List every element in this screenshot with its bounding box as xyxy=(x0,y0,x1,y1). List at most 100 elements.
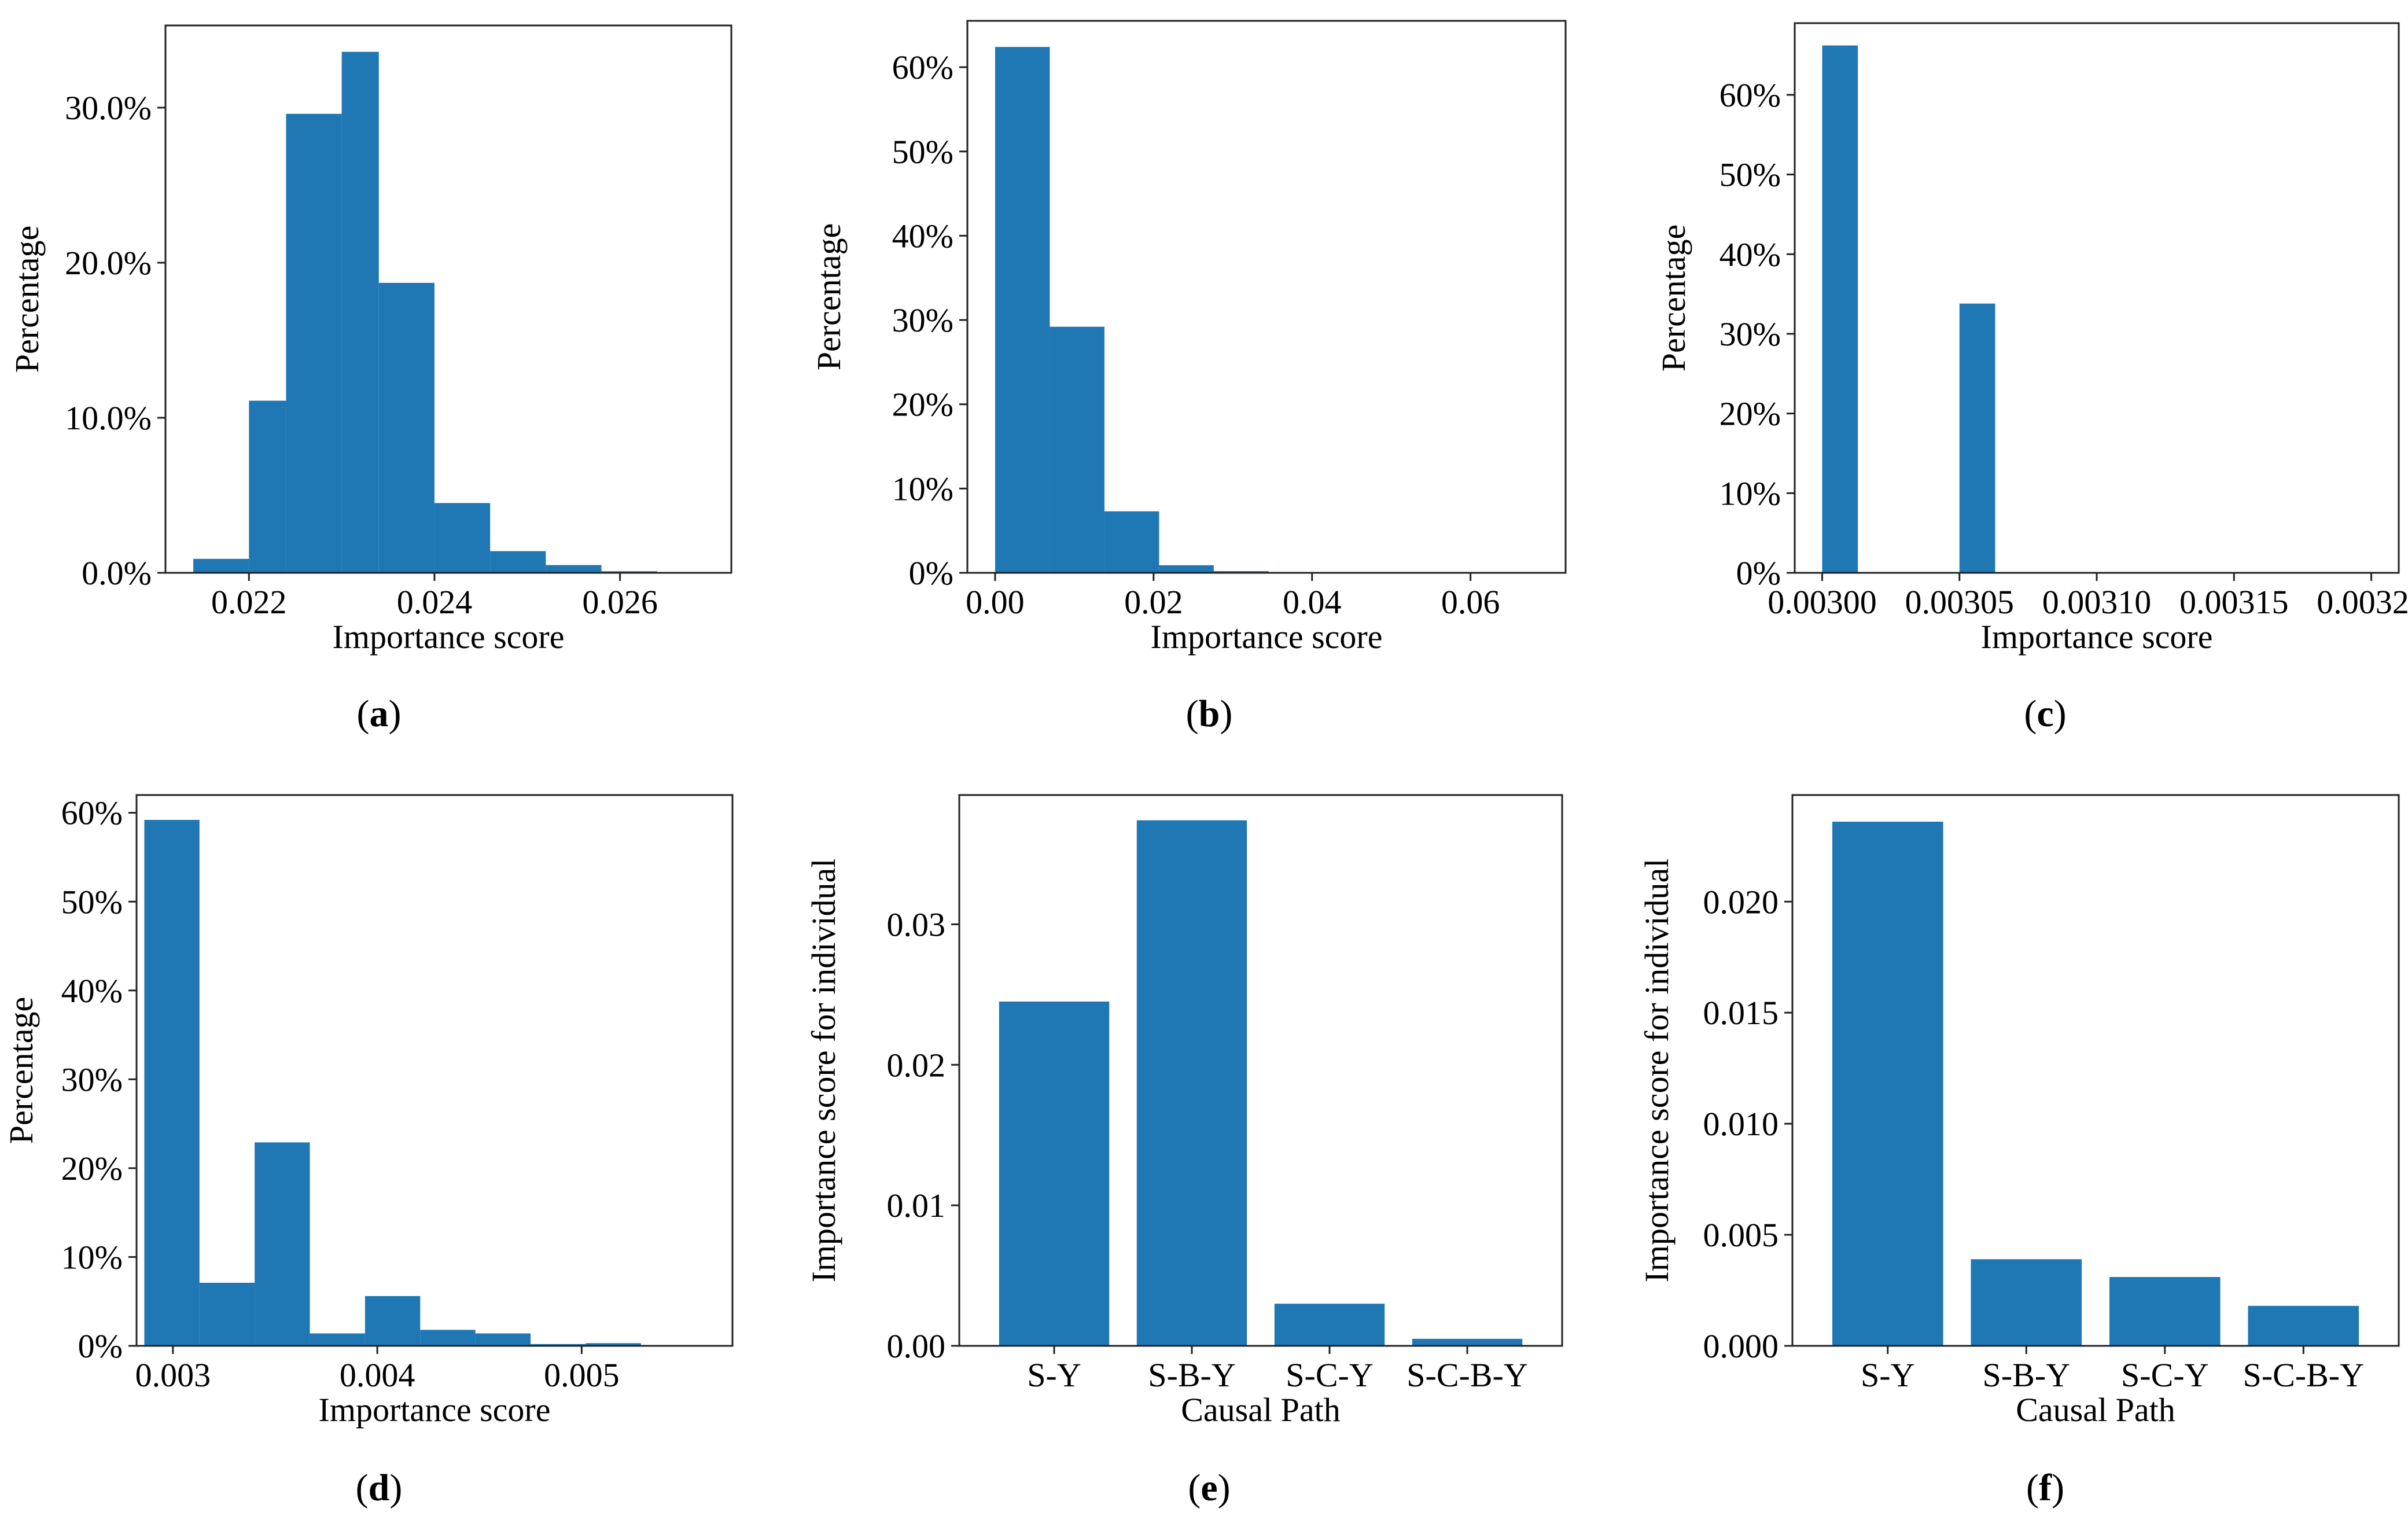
y-tick-label: 0.020 xyxy=(1703,883,1779,921)
panel-letter: c xyxy=(2037,693,2053,735)
x-tick-label: 0.003 xyxy=(135,1356,211,1394)
histogram-bar xyxy=(364,1296,421,1346)
histogram-bar xyxy=(420,1330,476,1346)
histogram-bar xyxy=(1159,565,1214,573)
panel-letter: d xyxy=(369,1467,390,1509)
y-tick-label: 50% xyxy=(61,883,123,921)
histogram-bar xyxy=(310,1333,365,1346)
y-tick-label: 20% xyxy=(892,386,953,424)
y-tick-label: 60% xyxy=(892,49,953,86)
bar-s-c-b-y xyxy=(2248,1305,2359,1346)
y-tick-label: 0% xyxy=(78,1327,123,1365)
panel-letter: b xyxy=(1199,693,1220,735)
panel-f: S-Y S-B-Y S-C-Y S-C-B-Y 0.000 0.005 0.010 0.015… xyxy=(1638,794,2400,1509)
panel-caption: (d) xyxy=(356,1467,403,1509)
y-axis-title: Percentage xyxy=(810,223,848,370)
y-tick-label: 10% xyxy=(1720,474,1781,512)
bar-s-c-y xyxy=(2109,1277,2221,1346)
y-tick-label: 10% xyxy=(892,470,953,507)
histogram-bar xyxy=(434,503,491,573)
y-tick-label: 20.0% xyxy=(65,244,152,282)
y-axis-title: Percentage xyxy=(8,226,46,373)
panel-caption: (b) xyxy=(1186,693,1233,735)
x-tick-label: S-B-Y xyxy=(1148,1356,1235,1394)
histogram-bar xyxy=(199,1282,255,1346)
histogram-bar xyxy=(378,282,435,573)
x-tick-label: 0.024 xyxy=(397,583,473,621)
y-tick-label: 0.015 xyxy=(1703,994,1779,1032)
panel-caption: (e) xyxy=(1188,1467,1230,1509)
histogram-bar xyxy=(193,558,249,573)
y-tick-label: 0.010 xyxy=(1703,1105,1779,1143)
x-tick-label: S-C-Y xyxy=(1286,1356,1373,1394)
y-tick-label: 30% xyxy=(61,1061,123,1098)
panel-caption: (c) xyxy=(2024,693,2066,735)
bar-s-y xyxy=(1832,822,1943,1346)
y-tick-label: 0.000 xyxy=(1703,1327,1779,1365)
y-tick-label: 10.0% xyxy=(65,399,152,437)
x-axis-title: Causal Path xyxy=(2016,1391,2175,1429)
histogram-bar xyxy=(490,551,546,573)
histogram-bar xyxy=(341,51,379,573)
y-tick-label: 0% xyxy=(1736,554,1781,592)
y-tick-label: 50% xyxy=(892,133,953,171)
x-tick-label: 0.00305 xyxy=(1905,583,2014,621)
x-axis-title: Importance score xyxy=(1981,618,2213,656)
panel-caption: (a) xyxy=(357,693,402,735)
bar-s-b-y xyxy=(1136,820,1247,1346)
y-axis-title: Percentage xyxy=(2,997,40,1144)
x-tick-label: 0.00300 xyxy=(1768,583,1877,621)
panel-d: 0.003 0.004 0.005 0% 10% 20% 30% 40% 50% 60% Impor… xyxy=(2,794,734,1509)
x-tick-label: S-B-Y xyxy=(1983,1356,2070,1394)
histogram-bar xyxy=(1050,326,1104,573)
panel-b: 0.00 0.02 0.04 0.06 0% 10% 20% 30% 40% 50% 60% Impo… xyxy=(810,20,1567,735)
x-tick-label: S-Y xyxy=(1027,1356,1081,1394)
y-tick-label: 60% xyxy=(1720,76,1781,114)
plot-frame xyxy=(135,794,734,1347)
x-tick-label: S-C-Y xyxy=(2121,1356,2208,1394)
histogram-bar xyxy=(249,400,286,573)
histogram-bar xyxy=(286,113,342,573)
y-tick-label: 30.0% xyxy=(65,89,152,127)
x-axis-title: Importance score xyxy=(319,1391,551,1429)
plot-frame xyxy=(958,794,1563,1347)
y-tick-label: 40% xyxy=(892,217,953,255)
panel-letter: e xyxy=(1201,1467,1217,1509)
x-tick-label: S-C-B-Y xyxy=(2243,1356,2364,1394)
y-tick-label: 0.0% xyxy=(82,554,152,592)
y-tick-label: 30% xyxy=(1720,315,1781,353)
bar-s-c-b-y xyxy=(1412,1338,1523,1346)
histogram-bar xyxy=(475,1333,531,1346)
panel-letter: a xyxy=(370,693,389,735)
plot-frame xyxy=(1791,794,2400,1347)
plot-frame xyxy=(966,20,1567,574)
histogram-bar xyxy=(255,1142,310,1346)
panel-e: S-Y S-B-Y S-C-Y S-C-B-Y 0.00 0.01 0.02 0.03 Caus… xyxy=(805,794,1563,1509)
plot-frame xyxy=(1794,22,2400,574)
histogram-bar xyxy=(1959,303,1995,573)
x-tick-label: 0.00310 xyxy=(2042,583,2152,621)
panel-a: 0.022 0.024 0.026 0.0% 10.0% 20.0% 30.0% Import… xyxy=(8,24,732,735)
plot-frame xyxy=(164,24,732,574)
x-tick-label: 0.026 xyxy=(582,583,658,621)
y-tick-label: 0.03 xyxy=(887,906,946,943)
y-tick-label: 0.02 xyxy=(887,1046,946,1084)
histogram-bar xyxy=(586,1343,641,1346)
y-tick-label: 40% xyxy=(61,972,123,1010)
y-tick-label: 30% xyxy=(892,301,953,339)
panel-caption: (f) xyxy=(2026,1467,2064,1509)
panel-letter: f xyxy=(2039,1467,2052,1509)
y-tick-label: 20% xyxy=(1720,395,1781,433)
x-tick-label: S-C-B-Y xyxy=(1406,1356,1527,1394)
x-tick-label: 0.005 xyxy=(544,1356,620,1394)
y-tick-label: 10% xyxy=(61,1238,123,1276)
y-axis-title: Importance score for individual xyxy=(805,859,842,1283)
x-axis-title: Importance score xyxy=(333,618,565,656)
y-tick-label: 20% xyxy=(61,1150,123,1187)
bar-s-b-y xyxy=(1971,1259,2082,1346)
histogram-bar xyxy=(995,47,1050,573)
x-tick-label: 0.06 xyxy=(1441,583,1500,621)
